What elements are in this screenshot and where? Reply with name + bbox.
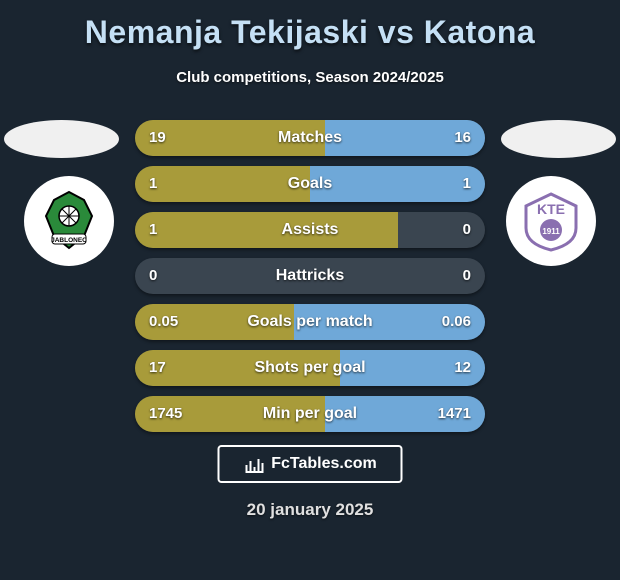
brand-text: FcTables.com — [271, 455, 377, 473]
stat-row: 17451471Min per goal — [135, 396, 485, 432]
date-label: 20 january 2025 — [0, 500, 620, 520]
svg-text:KTE: KTE — [537, 201, 565, 217]
svg-text:JABLONEC: JABLONEC — [51, 237, 87, 244]
svg-text:1911: 1911 — [542, 227, 560, 236]
brand-badge[interactable]: FcTables.com — [218, 445, 403, 483]
stat-row: 11Goals — [135, 166, 485, 202]
kte-logo-icon: KTE 1911 — [516, 186, 586, 256]
page-title: Nemanja Tekijaski vs Katona — [0, 0, 620, 51]
stat-row: 1916Matches — [135, 120, 485, 156]
left-team-logo: JABLONEC — [24, 176, 114, 266]
stat-row: 1712Shots per goal — [135, 350, 485, 386]
stat-label: Matches — [135, 120, 485, 156]
right-player-ellipse — [501, 120, 616, 158]
stat-row: 10Assists — [135, 212, 485, 248]
stat-label: Goals — [135, 166, 485, 202]
jablonec-logo-icon: JABLONEC — [34, 186, 104, 256]
left-player-ellipse — [4, 120, 119, 158]
stat-row: 0.050.06Goals per match — [135, 304, 485, 340]
stat-label: Goals per match — [135, 304, 485, 340]
stat-label: Assists — [135, 212, 485, 248]
stat-label: Min per goal — [135, 396, 485, 432]
right-team-logo: KTE 1911 — [506, 176, 596, 266]
stats-container: 1916Matches 11Goals 10Assists 00Hattricks 0.… — [135, 120, 485, 432]
chart-icon — [243, 453, 265, 475]
stat-label: Shots per goal — [135, 350, 485, 386]
stat-label: Hattricks — [135, 258, 485, 294]
stat-row: 00Hattricks — [135, 258, 485, 294]
subtitle: Club competitions, Season 2024/2025 — [0, 69, 620, 86]
